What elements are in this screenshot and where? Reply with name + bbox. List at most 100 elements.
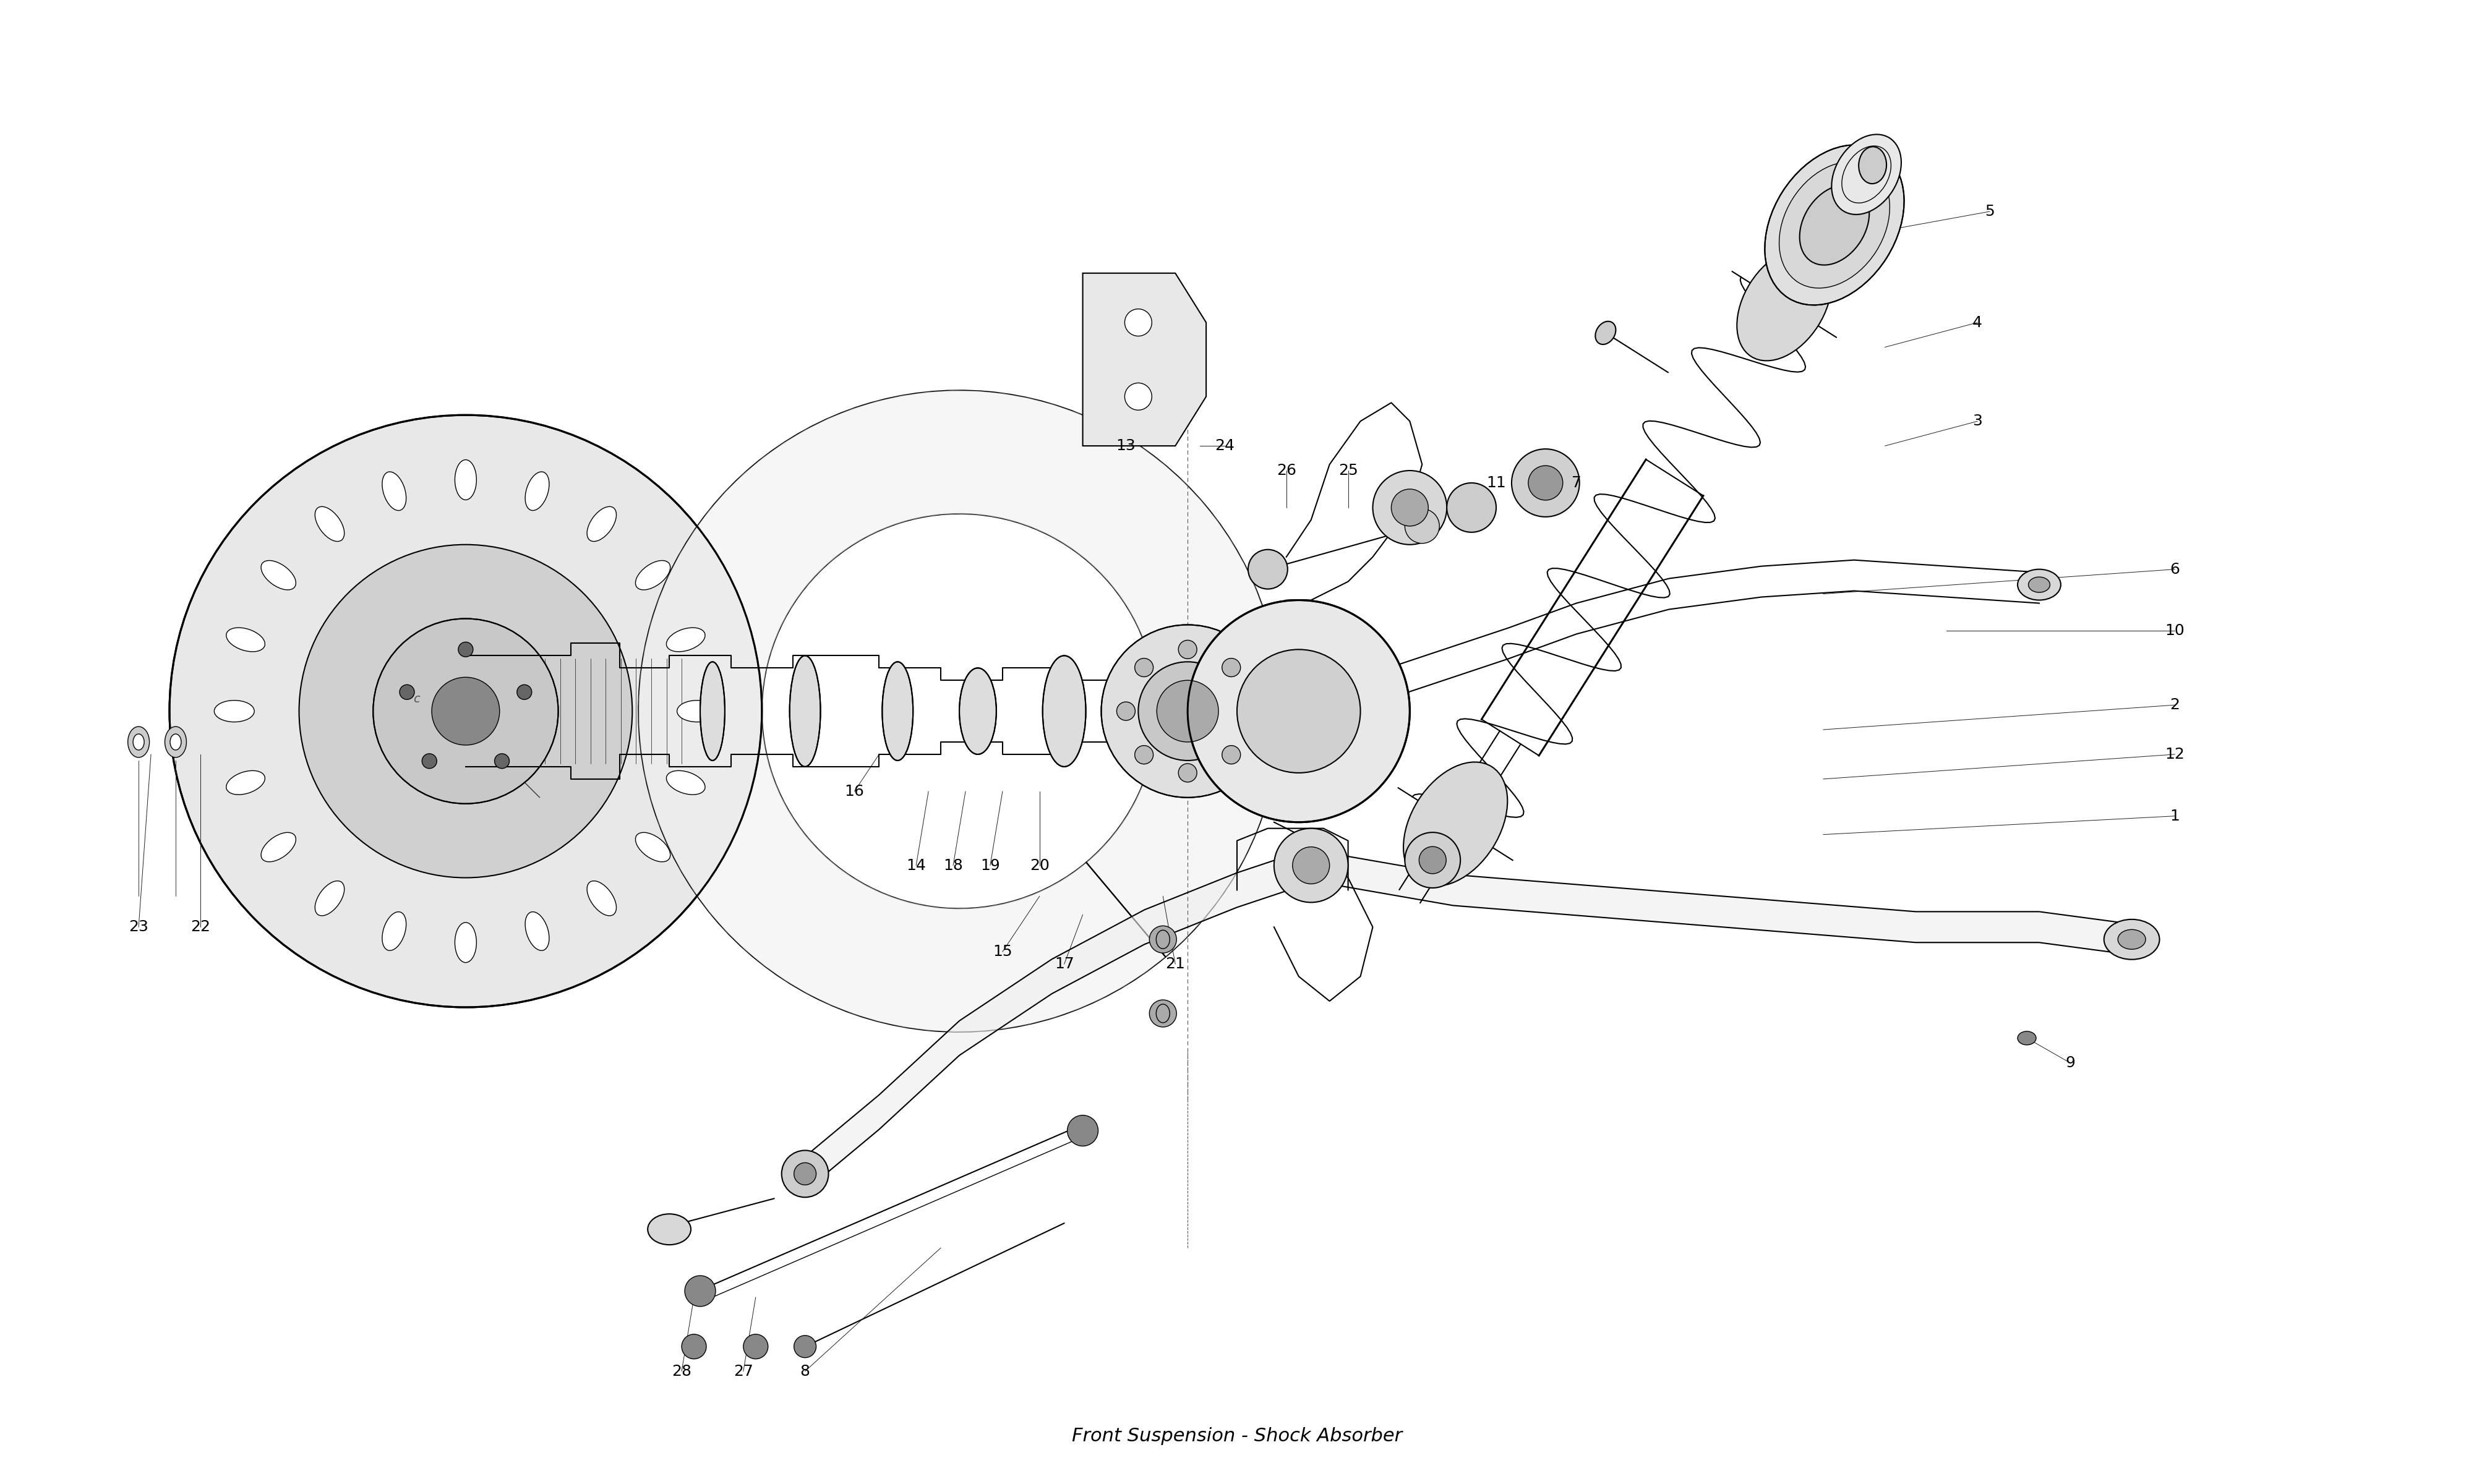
Text: 25: 25 bbox=[1338, 463, 1358, 478]
Ellipse shape bbox=[314, 881, 344, 916]
Ellipse shape bbox=[129, 727, 148, 757]
Circle shape bbox=[794, 1163, 816, 1184]
Ellipse shape bbox=[666, 770, 705, 794]
Ellipse shape bbox=[678, 700, 717, 721]
Circle shape bbox=[1158, 680, 1220, 742]
Circle shape bbox=[1373, 470, 1447, 545]
Ellipse shape bbox=[215, 700, 255, 721]
Polygon shape bbox=[1084, 273, 1207, 445]
Ellipse shape bbox=[1042, 656, 1086, 767]
Ellipse shape bbox=[636, 833, 670, 862]
Ellipse shape bbox=[1596, 322, 1616, 344]
Text: 19: 19 bbox=[980, 858, 999, 873]
Circle shape bbox=[433, 677, 500, 745]
Text: 12: 12 bbox=[2165, 746, 2185, 761]
Ellipse shape bbox=[262, 833, 297, 862]
Ellipse shape bbox=[134, 735, 143, 749]
Ellipse shape bbox=[636, 561, 670, 589]
Ellipse shape bbox=[262, 561, 297, 589]
Circle shape bbox=[1116, 702, 1136, 720]
Ellipse shape bbox=[2019, 570, 2061, 600]
Text: 15: 15 bbox=[992, 944, 1012, 959]
Text: 18: 18 bbox=[943, 858, 962, 873]
Ellipse shape bbox=[586, 881, 616, 916]
Circle shape bbox=[1066, 1114, 1098, 1146]
Text: 20: 20 bbox=[1029, 858, 1049, 873]
Text: 27: 27 bbox=[732, 1364, 752, 1379]
Text: 26: 26 bbox=[1277, 463, 1296, 478]
Ellipse shape bbox=[960, 668, 997, 754]
Circle shape bbox=[685, 1276, 715, 1306]
Circle shape bbox=[1136, 745, 1153, 764]
Ellipse shape bbox=[1858, 147, 1888, 184]
Circle shape bbox=[401, 684, 413, 699]
Ellipse shape bbox=[648, 1214, 690, 1245]
Text: 2: 2 bbox=[2170, 697, 2180, 712]
Text: 7: 7 bbox=[1571, 475, 1581, 490]
Circle shape bbox=[1178, 640, 1197, 659]
Text: 5: 5 bbox=[1984, 203, 1994, 218]
Circle shape bbox=[1529, 466, 1564, 500]
Ellipse shape bbox=[1831, 135, 1900, 215]
Circle shape bbox=[1126, 383, 1153, 410]
Text: 8: 8 bbox=[799, 1364, 809, 1379]
Ellipse shape bbox=[883, 662, 913, 760]
Ellipse shape bbox=[171, 735, 181, 749]
Circle shape bbox=[495, 754, 510, 769]
Ellipse shape bbox=[381, 472, 406, 510]
Ellipse shape bbox=[2029, 577, 2051, 592]
Circle shape bbox=[1291, 847, 1329, 884]
Circle shape bbox=[1512, 450, 1578, 516]
Text: 17: 17 bbox=[1054, 957, 1074, 972]
Text: 13: 13 bbox=[1116, 438, 1136, 453]
Text: 10: 10 bbox=[2165, 623, 2185, 638]
Ellipse shape bbox=[524, 472, 549, 510]
Ellipse shape bbox=[1779, 162, 1890, 288]
Ellipse shape bbox=[1799, 186, 1870, 266]
Text: 21: 21 bbox=[1165, 957, 1185, 972]
Ellipse shape bbox=[700, 662, 725, 760]
Ellipse shape bbox=[1764, 145, 1905, 306]
Ellipse shape bbox=[225, 770, 265, 794]
Circle shape bbox=[1188, 600, 1410, 822]
Circle shape bbox=[1138, 662, 1237, 760]
Circle shape bbox=[1136, 659, 1153, 677]
Text: 22: 22 bbox=[190, 920, 210, 935]
Circle shape bbox=[517, 684, 532, 699]
Circle shape bbox=[1101, 625, 1274, 797]
Circle shape bbox=[1222, 659, 1239, 677]
Ellipse shape bbox=[1403, 763, 1507, 886]
Text: 16: 16 bbox=[844, 784, 863, 798]
Circle shape bbox=[1405, 833, 1460, 887]
Ellipse shape bbox=[789, 656, 821, 767]
Text: 3: 3 bbox=[1972, 414, 1982, 429]
Circle shape bbox=[794, 1336, 816, 1358]
Ellipse shape bbox=[314, 506, 344, 542]
Ellipse shape bbox=[2019, 1031, 2036, 1045]
Text: 6: 6 bbox=[2170, 562, 2180, 577]
Circle shape bbox=[171, 416, 762, 1008]
Ellipse shape bbox=[524, 911, 549, 951]
Circle shape bbox=[1274, 828, 1348, 902]
Ellipse shape bbox=[666, 628, 705, 651]
Polygon shape bbox=[638, 390, 1279, 1031]
Text: 23: 23 bbox=[129, 920, 148, 935]
Text: 9: 9 bbox=[2066, 1055, 2076, 1070]
Circle shape bbox=[1126, 309, 1153, 335]
Circle shape bbox=[782, 1150, 829, 1198]
Circle shape bbox=[299, 545, 633, 877]
Text: 1: 1 bbox=[2170, 809, 2180, 824]
Text: Front Suspension - Shock Absorber: Front Suspension - Shock Absorber bbox=[1071, 1428, 1403, 1445]
Text: 24: 24 bbox=[1215, 438, 1235, 453]
Circle shape bbox=[1420, 846, 1447, 874]
Circle shape bbox=[1237, 650, 1361, 773]
Circle shape bbox=[683, 1334, 705, 1359]
Circle shape bbox=[1390, 490, 1427, 527]
Text: c: c bbox=[413, 693, 421, 705]
Circle shape bbox=[1247, 549, 1286, 589]
Ellipse shape bbox=[2118, 929, 2145, 950]
Ellipse shape bbox=[225, 628, 265, 651]
Circle shape bbox=[1447, 482, 1497, 533]
Ellipse shape bbox=[166, 727, 186, 757]
Ellipse shape bbox=[455, 923, 477, 963]
